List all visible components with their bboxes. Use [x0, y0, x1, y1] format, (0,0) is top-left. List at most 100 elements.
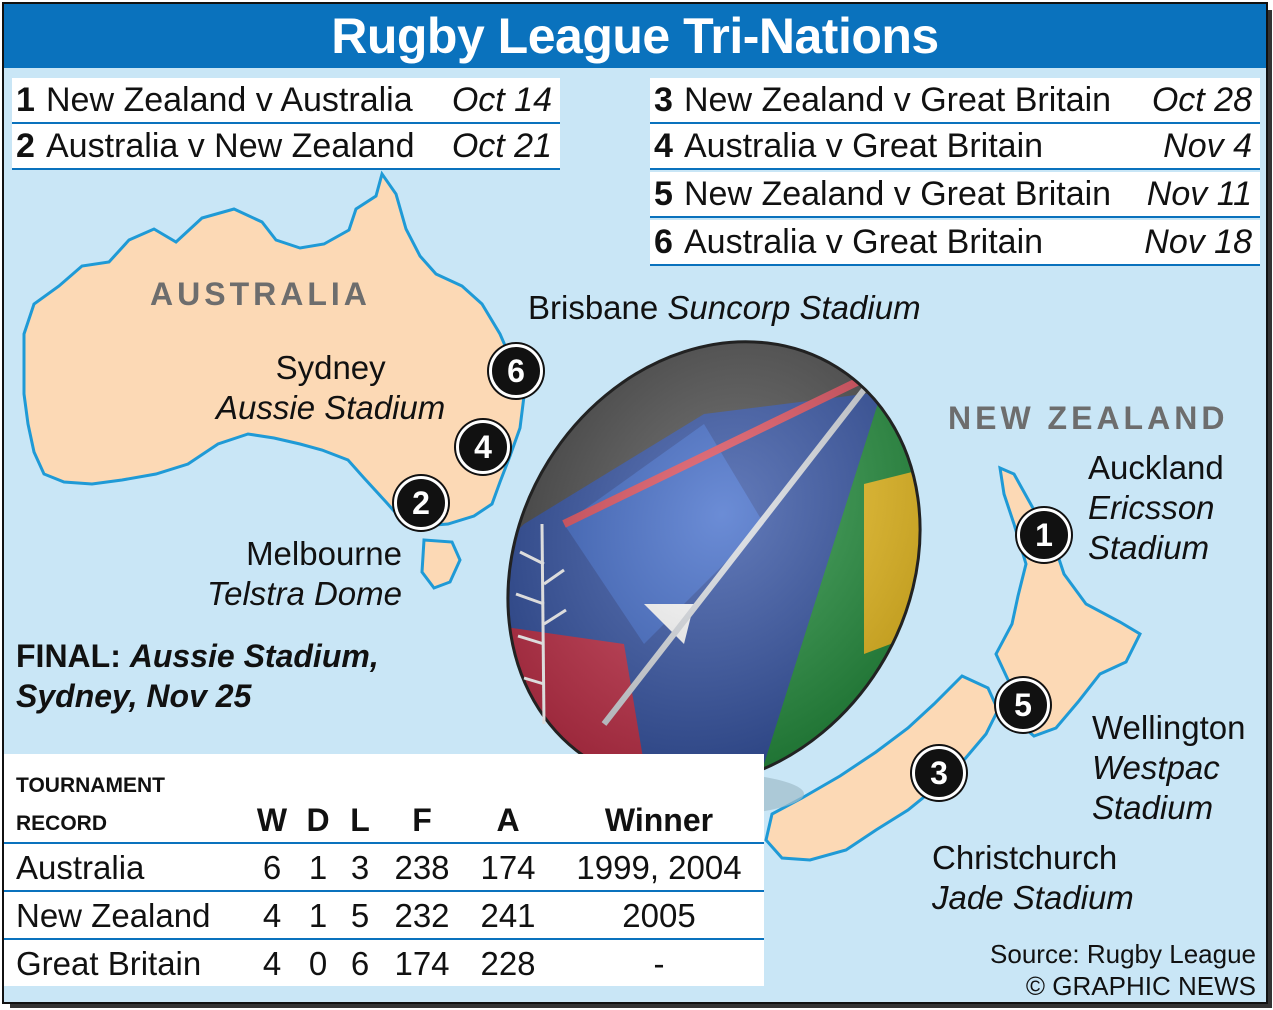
venue-christchurch: Christchurch Jade Stadium — [932, 838, 1134, 918]
match-number: 5 — [654, 174, 673, 213]
table-row: New Zealand 4 1 5 232 241 2005 — [4, 890, 764, 938]
header-w: W — [256, 802, 288, 838]
match-number: 6 — [654, 222, 673, 261]
city-name: Melbourne — [246, 535, 402, 572]
match-date: Oct 14 — [451, 80, 552, 119]
schedule-row-1: 1 New Zealand v Australia Oct 14 — [12, 78, 560, 124]
stadium-name-line1: Westpac — [1092, 749, 1220, 786]
match-marker-5: 5 — [996, 678, 1050, 732]
match-date: Nov 4 — [1163, 126, 1252, 165]
header-d: D — [306, 802, 330, 838]
city-name: Auckland — [1088, 449, 1224, 486]
draws: 0 — [308, 945, 328, 982]
losses: 3 — [350, 849, 370, 886]
tournament-record-table: Tournament Record W D L F A Winner Austr… — [4, 754, 764, 986]
header-a: A — [496, 802, 520, 838]
match-teams: New Zealand v Great Britain — [684, 80, 1112, 119]
match-marker-2: 2 — [394, 476, 448, 530]
city-name: Christchurch — [932, 839, 1118, 876]
winner-years: 1999, 2004 — [576, 849, 742, 886]
winner-years: - — [653, 945, 665, 982]
venue-auckland: Auckland Ericsson Stadium — [1088, 448, 1224, 568]
table-title-line2: Record — [16, 804, 108, 837]
final-label: FINAL: — [16, 638, 121, 674]
final-city-date: Sydney, Nov 25 — [16, 678, 252, 714]
venue-brisbane: Brisbane Suncorp Stadium — [528, 288, 921, 328]
team-name: Great Britain — [16, 945, 202, 982]
stadium-name: Suncorp Stadium — [667, 289, 921, 326]
team-name: New Zealand — [16, 897, 211, 934]
match-marker-6: 6 — [489, 344, 543, 398]
points-for: 174 — [394, 945, 450, 982]
stadium-name: Jade Stadium — [932, 879, 1134, 916]
schedule-row-2: 2 Australia v New Zealand Oct 21 — [12, 124, 560, 170]
match-number: 2 — [16, 126, 35, 165]
venue-sydney: Sydney Aussie Stadium — [216, 348, 445, 428]
match-date: Oct 21 — [451, 126, 552, 165]
wins: 6 — [262, 849, 282, 886]
match-teams: New Zealand v Australia — [46, 80, 413, 119]
stadium-name-line2: Stadium — [1088, 529, 1210, 566]
wins: 4 — [262, 897, 282, 934]
losses: 6 — [350, 945, 370, 982]
match-teams: New Zealand v Great Britain — [684, 174, 1112, 213]
table-row: Australia 6 1 3 238 174 1999, 2004 — [4, 842, 764, 890]
match-number: 3 — [654, 80, 673, 119]
table-title-line1: Tournament — [16, 766, 165, 799]
page-title: Rugby League Tri-Nations — [331, 8, 939, 64]
final-venue: Aussie Stadium, — [129, 638, 379, 674]
match-date: Nov 11 — [1146, 174, 1252, 213]
points-against: 174 — [480, 849, 536, 886]
copyright-line: © GRAPHIC NEWS — [1025, 971, 1256, 1001]
draws: 1 — [308, 849, 328, 886]
match-marker-3: 3 — [912, 746, 966, 800]
match-teams: Australia v Great Britain — [684, 126, 1044, 165]
schedule-row-3: 3 New Zealand v Great Britain Oct 28 — [650, 78, 1260, 124]
header-winner: Winner — [604, 802, 714, 838]
match-marker-1: 1 — [1017, 508, 1071, 562]
stadium-name: Aussie Stadium — [216, 389, 446, 426]
country-label-australia: AUSTRALIA — [150, 276, 371, 312]
venue-wellington: Wellington Westpac Stadium — [1092, 708, 1245, 828]
header-l: L — [350, 802, 370, 838]
winner-years: 2005 — [622, 897, 696, 934]
stadium-name: Telstra Dome — [206, 575, 402, 612]
stadium-name-line2: Stadium — [1092, 789, 1214, 826]
final-info: FINAL: Aussie Stadium, Sydney, Nov 25 — [16, 636, 379, 716]
match-number: 1 — [16, 80, 35, 119]
match-number: 4 — [654, 126, 673, 165]
stadium-name-line1: Ericsson — [1088, 489, 1215, 526]
table-title: Tournament Record — [16, 764, 165, 840]
silver-fern-icon — [515, 523, 567, 725]
points-against: 241 — [480, 897, 536, 934]
match-teams: Australia v Great Britain — [684, 222, 1044, 261]
schedule-row-6: 6 Australia v Great Britain Nov 18 — [650, 220, 1260, 266]
city-name: Sydney — [275, 349, 386, 386]
source-line: Source: Rugby League — [990, 939, 1256, 969]
title-bar: Rugby League Tri-Nations — [4, 4, 1266, 68]
country-label-new-zealand: NEW ZEALAND — [948, 400, 1229, 436]
tasmania — [420, 538, 462, 590]
city-name: Wellington — [1092, 709, 1246, 746]
losses: 5 — [350, 897, 370, 934]
venue-melbourne: Melbourne Telstra Dome — [194, 534, 402, 614]
schedule-row-4: 4 Australia v Great Britain Nov 4 — [650, 124, 1260, 170]
city-name: Brisbane — [528, 289, 659, 326]
table-header: Tournament Record W D L F A Winner — [4, 754, 764, 842]
map — [22, 170, 1142, 862]
match-date: Oct 28 — [1151, 80, 1252, 119]
team-name: Australia — [16, 849, 145, 886]
source-credit: Source: Rugby League © GRAPHIC NEWS — [990, 938, 1256, 1002]
match-date: Nov 18 — [1144, 222, 1252, 261]
draws: 1 — [308, 897, 328, 934]
match-marker-4: 4 — [456, 420, 510, 474]
points-against: 228 — [480, 945, 536, 982]
nz-south-island — [764, 674, 1000, 862]
wins: 4 — [262, 945, 282, 982]
points-for: 238 — [394, 849, 450, 886]
header-f: F — [412, 802, 432, 838]
table-row: Great Britain 4 0 6 174 228 - — [4, 938, 764, 986]
points-for: 232 — [394, 897, 450, 934]
match-teams: Australia v New Zealand — [46, 126, 415, 165]
